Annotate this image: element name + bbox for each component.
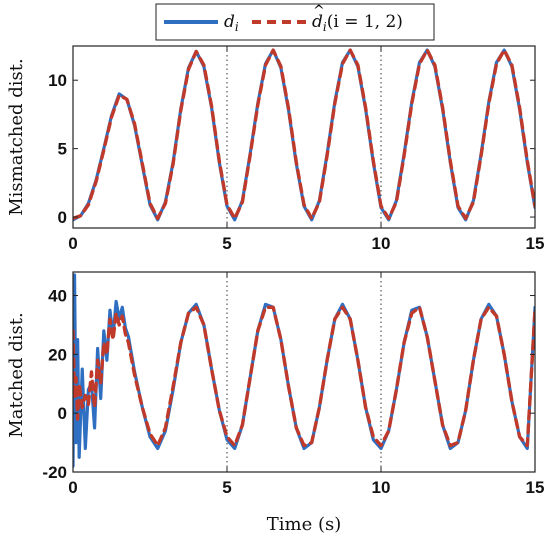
x-tick-label: 0 <box>68 478 77 497</box>
y-tick-label: 10 <box>48 71 67 90</box>
legend-series1-label: di <box>224 12 239 34</box>
x-tick-label: 10 <box>372 234 391 253</box>
x-tick-label: 10 <box>372 478 391 497</box>
y-tick-label: 0 <box>58 208 67 227</box>
axes-frame <box>72 45 536 229</box>
x-axis-title: Time (s) <box>267 514 342 535</box>
x-tick-label: 15 <box>526 234 545 253</box>
x-tick-label: 5 <box>222 234 231 253</box>
legend-hat-d: d <box>312 12 323 32</box>
x-tick-label: 5 <box>222 478 231 497</box>
x-tick-label: 0 <box>68 234 77 253</box>
series-line-d-hat <box>73 48 535 221</box>
y-tick-label: 40 <box>48 287 67 306</box>
x-tick-label: 15 <box>526 478 545 497</box>
y-tick-label: 0 <box>58 404 67 423</box>
panel-matched-ylabel: Matched dist. <box>6 312 27 437</box>
panel-mismatched: 0 5 10 15 0 5 10 <box>48 45 545 253</box>
legend-hat-accent: ^ <box>313 3 325 19</box>
series-line-d-hat <box>73 305 535 448</box>
legend: di di(i = 1, 2) ^ <box>155 3 435 41</box>
legend-series2-label: di(i = 1, 2) <box>312 12 403 34</box>
y-tick-label: -20 <box>42 463 67 482</box>
y-tick-label: 5 <box>58 140 67 159</box>
axes-frame <box>72 271 536 473</box>
y-tick-label: 20 <box>48 345 67 364</box>
panel-mismatched-ylabel: Mismatched dist. <box>6 58 27 216</box>
